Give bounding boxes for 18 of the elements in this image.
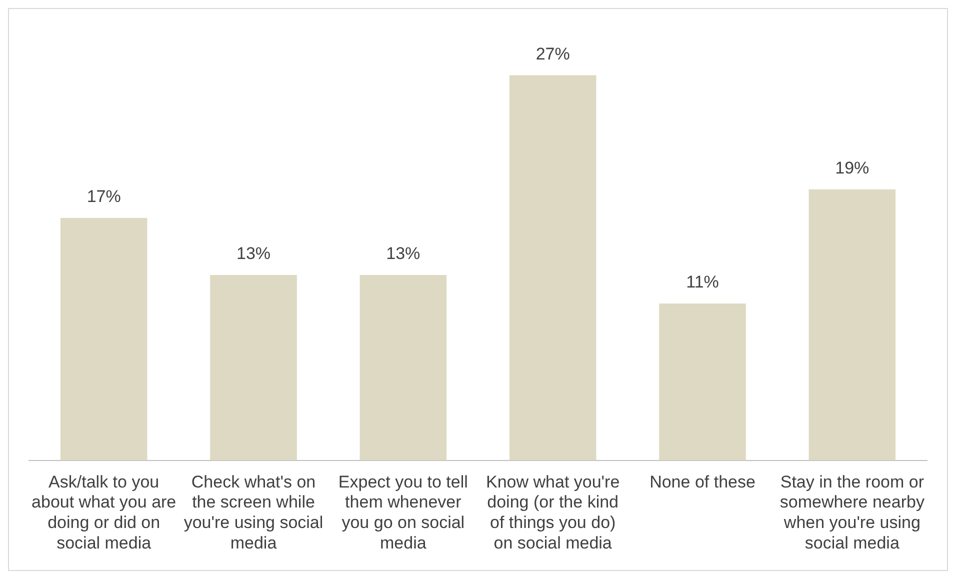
x-tick-label: Stay in the room or somewhere nearby when you're using social media: [780, 472, 925, 552]
bar: [60, 218, 148, 460]
bar: [360, 274, 447, 460]
x-tick-label: Know what you're doing (or the kind of things you do) on social media: [486, 472, 620, 552]
data-label: 17%: [86, 187, 121, 206]
x-tick-label: None of these: [650, 472, 756, 492]
bar: [808, 189, 896, 460]
bar: [210, 274, 297, 460]
data-label: 13%: [386, 244, 420, 264]
data-label: 11%: [686, 272, 719, 292]
bar: [659, 303, 746, 460]
bar: [509, 75, 596, 460]
x-tick-label: Ask/talk to you about what you are doing or did on social media: [32, 472, 176, 552]
data-label: 27%: [536, 44, 570, 64]
x-tick-label: Check what's on the screen while you're using social media: [184, 472, 324, 552]
data-label: 19%: [835, 158, 870, 178]
data-label: 13%: [236, 244, 271, 264]
x-tick-label: Expect you to tell them whenever you go on social media: [338, 472, 468, 552]
